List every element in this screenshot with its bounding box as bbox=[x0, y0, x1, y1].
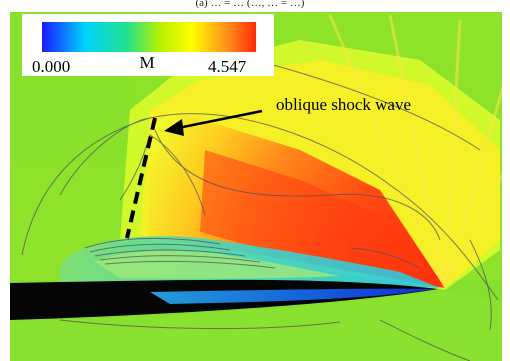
annotation-label: oblique shock wave bbox=[276, 95, 411, 114]
colorbar-variable-label: M bbox=[139, 53, 154, 72]
colorbar-min-label: 0.000 bbox=[32, 57, 70, 76]
colorbar-max-label: 4.547 bbox=[208, 57, 247, 76]
oblique-shock-line bbox=[125, 117, 157, 239]
shock-annotation: oblique shock wave bbox=[164, 95, 411, 136]
colorbar-gradient bbox=[42, 22, 256, 52]
annotation-arrow bbox=[177, 109, 263, 130]
expansion-rays bbox=[328, 14, 502, 289]
colorbar-legend: 0.000 M 4.547 bbox=[22, 14, 274, 76]
arrow-head-icon bbox=[164, 119, 184, 136]
figure-caption-fragment: (a) … = … (…, … = …) bbox=[196, 0, 305, 9]
mach-contour-lines bbox=[21, 59, 499, 361]
